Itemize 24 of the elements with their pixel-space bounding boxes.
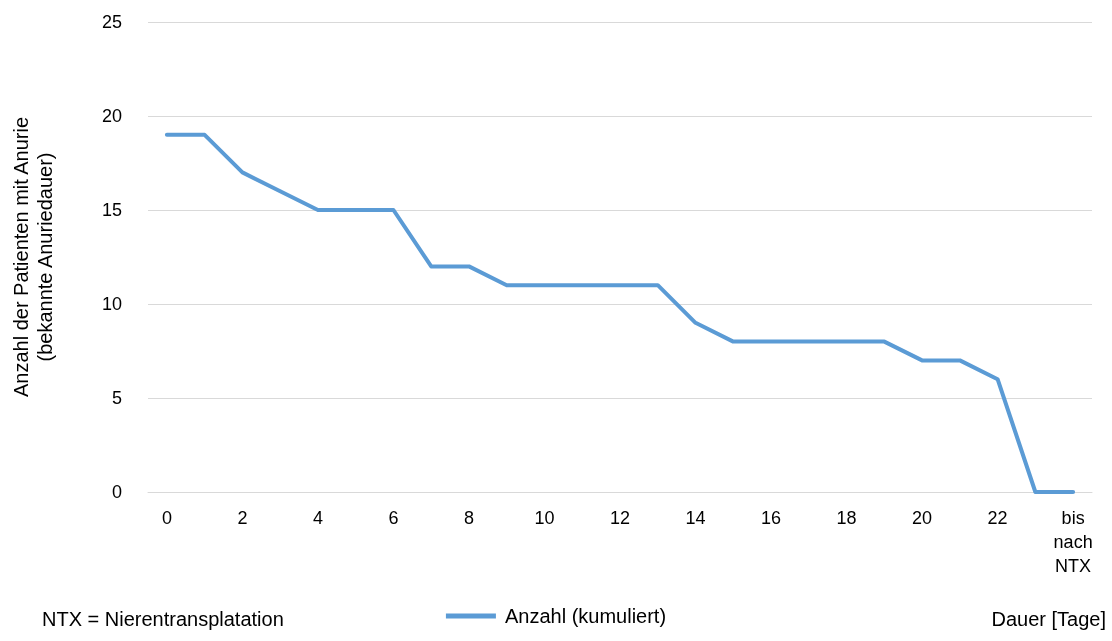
- x-tick-label: 18: [836, 508, 857, 528]
- y-tick-label: 10: [101, 294, 122, 314]
- x-tick-label: 20: [912, 508, 933, 528]
- y-tick-label: 25: [101, 12, 122, 32]
- x-tick-label: 12: [609, 508, 631, 528]
- x-tick-label: 4: [312, 508, 323, 528]
- x-tick-label: 8: [463, 508, 474, 528]
- text: NTX = Nierentransplatation: [42, 608, 284, 630]
- x-axis-title: Dauer [Tage]: [991, 608, 1106, 630]
- x-tick-label: bis nach NTX: [1053, 508, 1093, 576]
- x-tick-label: 2: [237, 508, 248, 528]
- x-tick-label: 22: [987, 508, 1008, 528]
- y-tick-label: 15: [101, 200, 122, 220]
- x-tick-label: 16: [761, 508, 782, 528]
- x-tick-label: 14: [685, 508, 706, 528]
- y-tick-label: 20: [101, 106, 122, 126]
- y-tick-label: 0: [111, 482, 122, 502]
- x-tick-label: 10: [534, 508, 555, 528]
- x-tick-label: 6: [388, 508, 399, 528]
- y-axis-title: Anzahl der Patienten mit Anurie (bekannte Anuriedauer): [10, 116, 56, 398]
- line-series: [164, 132, 1076, 494]
- x-tick-label: 0: [161, 508, 172, 528]
- legend-label: Anzahl (kumuliert): [504, 605, 667, 627]
- y-tick-label: 5: [111, 388, 122, 408]
